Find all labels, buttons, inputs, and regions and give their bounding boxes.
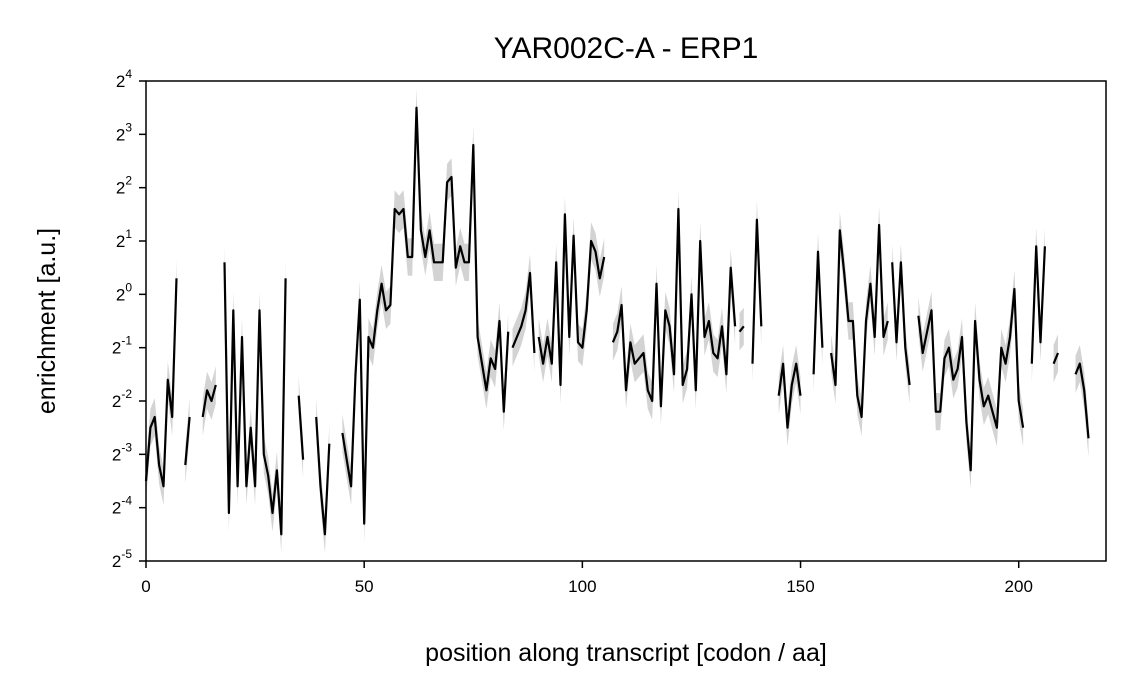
y-axis-label: enrichment [a.u.]: [33, 228, 61, 414]
line-segment-19: [1074, 362, 1090, 439]
band-segment-3: [224, 243, 286, 553]
plot-frame: [145, 80, 1107, 562]
line-segment-6: [341, 106, 510, 525]
line-segment-14: [830, 223, 889, 419]
line-segment-11: [751, 218, 763, 364]
line-segment-3: [223, 262, 287, 536]
band-segment-19: [1075, 345, 1089, 457]
y-tick-label: 2-1: [112, 334, 132, 358]
y-tick-label: 22: [116, 174, 132, 198]
y-tick-label: 21: [116, 227, 132, 251]
band-segment-2: [202, 366, 216, 436]
line-segment-18: [1052, 352, 1060, 365]
y-tick-label: 2-3: [112, 440, 132, 464]
line-segment-12: [777, 362, 802, 429]
enrichment-line: [144, 106, 1090, 536]
line-segment-4: [297, 395, 305, 460]
y-tick-label: 23: [116, 120, 132, 144]
x-tick-label: 50: [355, 577, 374, 596]
line-segment-9: [611, 207, 737, 408]
line-segment-17: [1030, 245, 1046, 364]
band-segment-16: [918, 270, 1024, 489]
uncertainty-band: [146, 89, 1089, 553]
y-axis: 2-5 2-4 2-3 2-2 2-1 20 21 22 23 24: [112, 67, 146, 571]
y-tick-label: 2-4: [112, 494, 132, 518]
line-segment-16: [917, 287, 1025, 472]
line-segment-13: [812, 250, 824, 375]
line-segment-15: [891, 261, 911, 386]
y-tick-label: 2-5: [112, 547, 132, 571]
chart-title: YAR002C-A - ERP1: [494, 32, 759, 65]
y-tick-label: 20: [116, 280, 132, 304]
x-tick-label: 200: [1005, 577, 1033, 596]
x-tick-label: 0: [141, 577, 150, 596]
x-tick-label: 150: [786, 577, 814, 596]
line-segment-8: [537, 213, 606, 387]
y-tick-label: 24: [116, 67, 132, 91]
x-axis-label: position along transcript [codon / aa]: [425, 639, 827, 667]
band-segment-6: [342, 89, 509, 543]
y-tick-label: 2-2: [112, 387, 132, 411]
line-segment-5: [315, 416, 331, 536]
line-segment-1: [184, 416, 191, 466]
band-segment-14: [831, 206, 888, 436]
line-segment-7: [511, 271, 536, 354]
x-tick-label: 100: [568, 577, 596, 596]
line-segment-0: [144, 278, 178, 488]
band-segment-0: [146, 259, 177, 505]
band-segment-12: [778, 345, 801, 447]
line-segment-10: [738, 325, 745, 333]
x-axis: 0 50 100 150 200: [141, 561, 1033, 596]
band-segment-9: [612, 190, 736, 425]
band-segment-15: [892, 243, 910, 404]
line-segment-2: [201, 384, 217, 418]
